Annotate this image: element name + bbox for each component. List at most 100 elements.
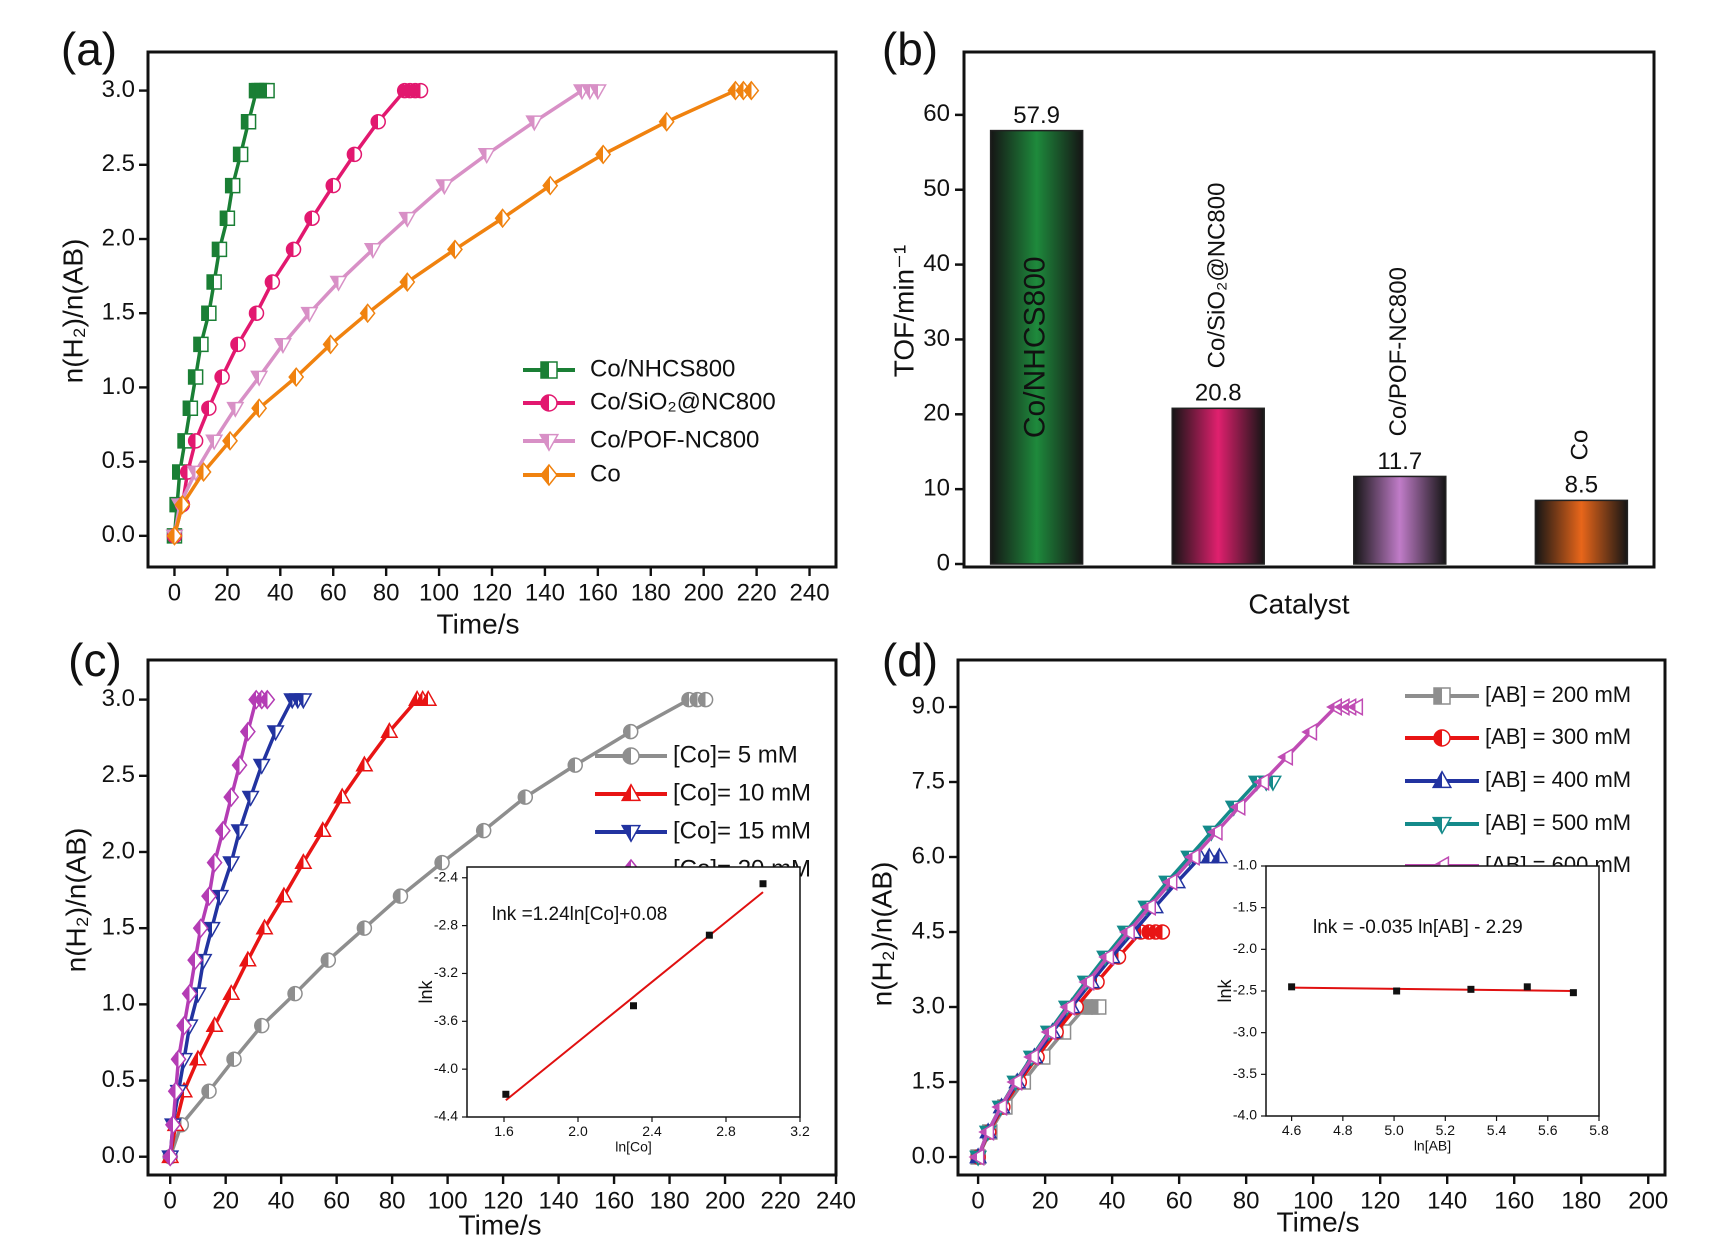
circle-marker [622, 723, 639, 740]
circle-marker [356, 920, 373, 936]
x-tick-label: 80 [1233, 1187, 1260, 1214]
circle-marker [304, 210, 320, 226]
legend-item: [Co]= 5 mM [595, 741, 798, 768]
circle-marker [622, 747, 640, 765]
y-axis-label: TOF/min⁻¹ [888, 245, 919, 377]
plot-frame [466, 866, 801, 1118]
y-axis-label: n(H₂)/n(AB) [57, 239, 88, 384]
triangle-down-marker [300, 306, 319, 323]
series-0 [166, 82, 275, 544]
y-tick-label: 0 [937, 549, 950, 576]
legend-item: [AB] = 500 mM [1405, 810, 1631, 835]
x-tick-label: 220 [737, 579, 777, 606]
triangle-up-marker [1431, 770, 1453, 789]
diamond-marker [181, 983, 198, 1004]
triangle-down-marker [205, 434, 224, 451]
diamond-marker [176, 1015, 193, 1036]
circle-marker [187, 433, 204, 449]
data-point [1523, 983, 1531, 991]
diamond-marker [165, 1114, 181, 1135]
inset-equation: lnk =1.24ln[Co]+0.08 [492, 904, 667, 925]
triangle-down-marker [329, 275, 348, 292]
circle-marker [230, 336, 246, 353]
bar-category-label: Co/NHCS800 [1019, 256, 1052, 438]
triangle-down-marker [477, 148, 496, 164]
x-tick-label: 5.2 [1436, 1122, 1456, 1138]
diamond-marker [399, 272, 416, 292]
triangle-up-marker [1210, 847, 1229, 864]
square-marker [1433, 687, 1451, 705]
y-tick-label: -2.8 [434, 916, 458, 932]
triangle-down-marker [202, 921, 221, 938]
x-tick-label: 80 [373, 579, 400, 606]
series-0 [162, 691, 714, 1165]
x-tick-label: 3.2 [790, 1123, 810, 1139]
x-axis-label: Catalyst [1248, 588, 1349, 619]
square-marker [540, 361, 558, 379]
circle-marker [475, 822, 492, 839]
legend-item: Co [523, 460, 621, 487]
diamond-marker [288, 367, 305, 387]
triangle-up-marker [222, 984, 241, 1001]
y-tick-label: -2.5 [1233, 982, 1257, 998]
panel-b: (b) Catalyst TOF/min⁻¹ 0 10 20 30 40 50 60 57.9 Co/… [882, 23, 1656, 619]
inset-y-label: lnk [416, 979, 436, 1003]
y-axis-label: n(H₂)/n(AB) [60, 828, 91, 973]
diamond-marker [167, 1081, 184, 1102]
x-tick-label: 2.8 [716, 1123, 736, 1139]
inset-x-label: ln[Co] [615, 1139, 652, 1155]
diamond-marker [195, 462, 212, 482]
x-tick-label: 200 [684, 579, 724, 606]
x-tick-label: 40 [267, 579, 294, 606]
triangle-down-marker [252, 758, 271, 775]
legend-label: [Co]= 10 mM [673, 779, 811, 806]
triangle-up-marker [188, 1049, 207, 1066]
y-tick-label: -4.4 [434, 1108, 458, 1124]
circle-marker [253, 1017, 270, 1034]
x-tick-label: 240 [790, 579, 830, 606]
y-tick-label: 30 [923, 325, 950, 352]
triangle-up-marker [313, 821, 332, 838]
x-tick-label: 60 [323, 1187, 350, 1214]
triangle-up-marker [333, 787, 352, 804]
square-marker [201, 305, 217, 321]
circle-marker [201, 400, 217, 416]
bar-category-label: Co/SiO₂@NC800 [1204, 183, 1231, 369]
y-tick-label: -3.2 [434, 964, 458, 980]
circle-marker [287, 985, 303, 1002]
square-marker [259, 82, 275, 99]
triangle-left-marker [1206, 823, 1223, 841]
diamond-marker [166, 525, 183, 546]
y-tick-label: 1.0 [102, 373, 135, 400]
panel-a: (a) Time/s n(H₂)/n(AB) 0 20 40 60 80 100 120 140 16… [57, 23, 838, 639]
y-tick-label: 0.0 [102, 521, 135, 548]
diamond-marker [359, 303, 376, 324]
y-tick-label: 2.5 [102, 761, 135, 788]
triangle-left-marker [1301, 723, 1318, 741]
inset-y-label: lnk [1215, 978, 1235, 1002]
diamond-marker [222, 430, 238, 451]
circle-marker [264, 274, 281, 290]
legend-item: [AB] = 400 mM [1405, 767, 1631, 792]
legend-item: Co/NHCS800 [523, 355, 735, 382]
x-tick-label: 120 [472, 579, 512, 606]
legend-label: [Co]= 15 mM [673, 817, 811, 844]
x-tick-label: 220 [760, 1187, 800, 1214]
triangle-down-marker [273, 338, 292, 354]
circle-marker [248, 305, 265, 321]
x-tick-label: 100 [419, 579, 459, 606]
square-marker [1090, 999, 1107, 1015]
triangle-down-marker [1431, 816, 1453, 835]
bar [989, 129, 1084, 565]
circle-marker [567, 757, 583, 773]
panel-c: (c) Time/s n(H₂)/n(AB) 0 20 40 60 80 100 120 140 16… [60, 634, 856, 1238]
y-tick-label: -1.0 [1233, 857, 1257, 873]
triangle-up-marker [238, 950, 257, 967]
triangle-left-marker [1078, 973, 1095, 991]
triangle-down-marker [538, 433, 560, 452]
legend-label: [Co]= 5 mM [673, 741, 798, 768]
triangle-left-marker [1229, 798, 1246, 816]
x-tick-label: 120 [1360, 1187, 1400, 1214]
legend-item: Co/POF-NC800 [523, 426, 759, 453]
triangle-left-marker [1347, 698, 1364, 716]
